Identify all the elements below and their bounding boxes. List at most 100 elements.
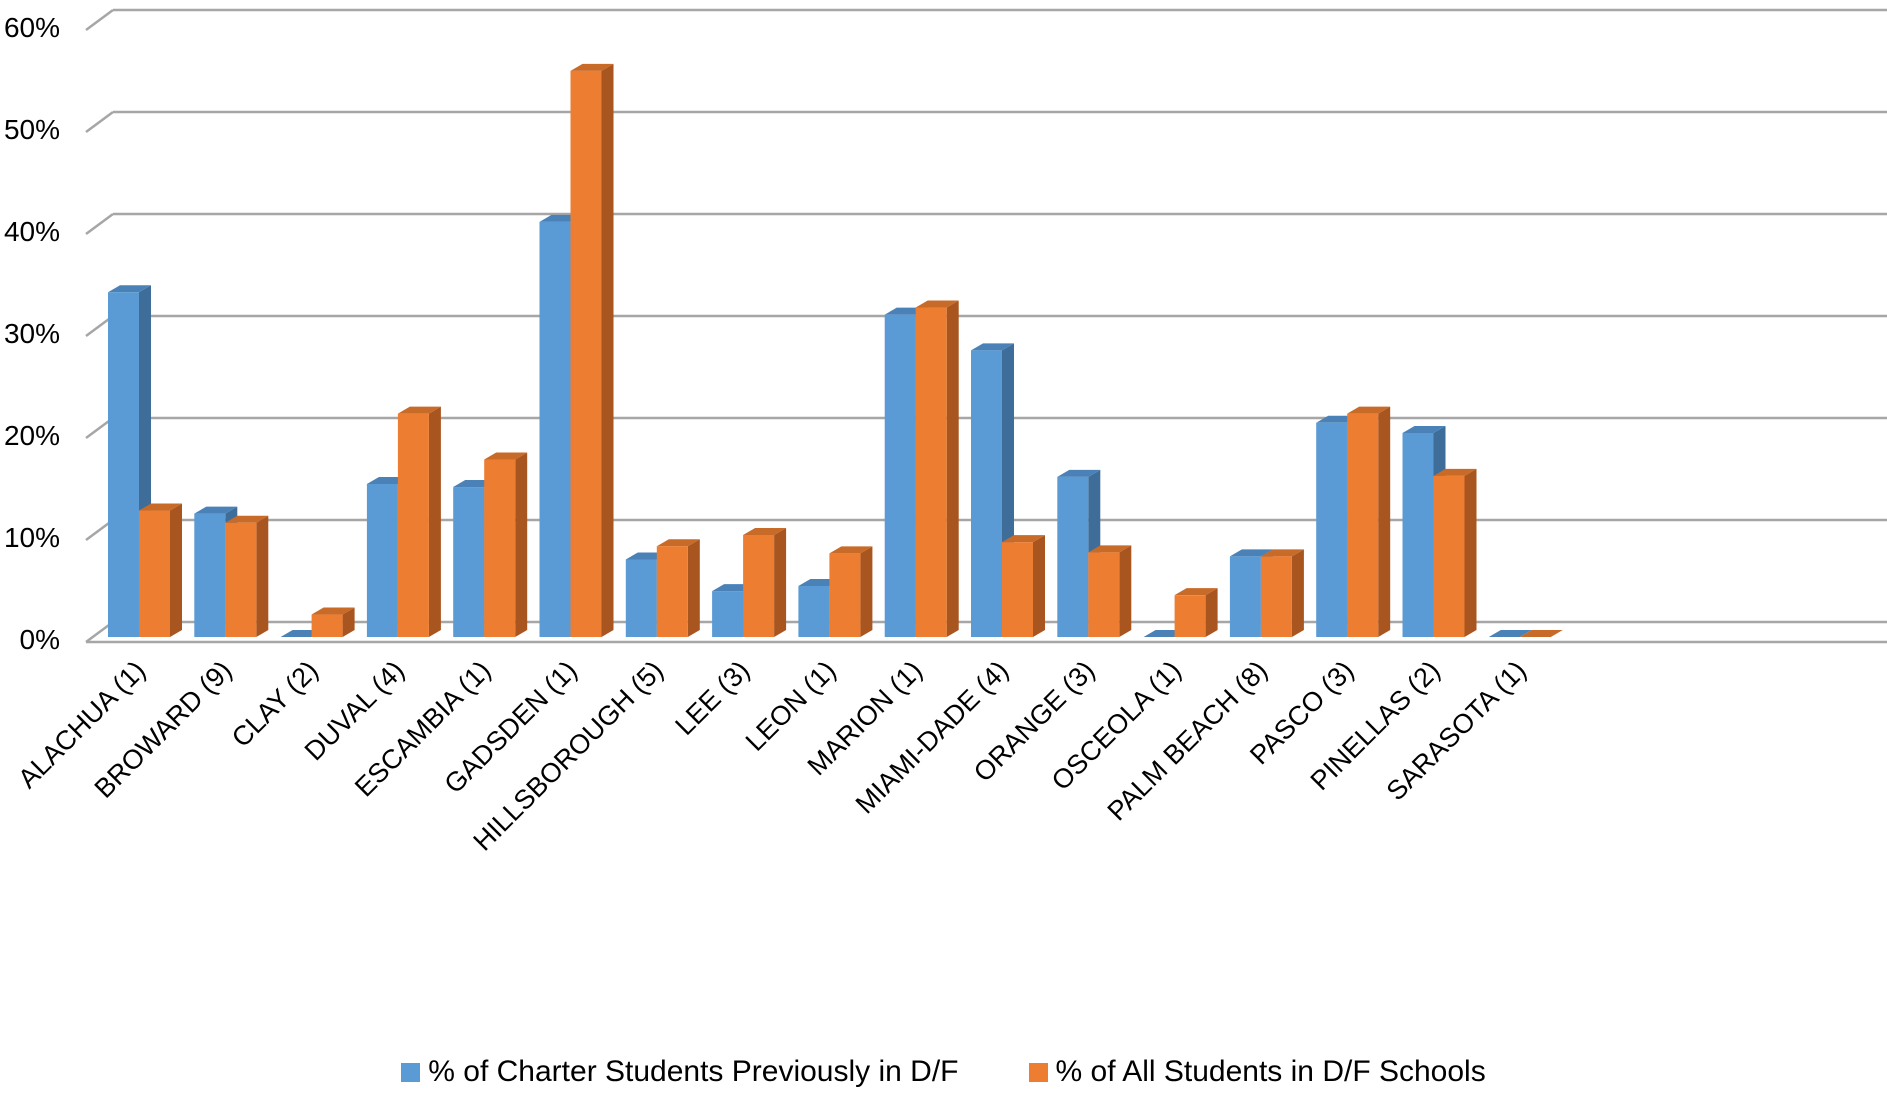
y-tick-label: 0% xyxy=(20,624,60,655)
bar-top xyxy=(1057,469,1101,477)
bar-side xyxy=(428,406,441,637)
bar-2-6 xyxy=(656,539,700,637)
bar-top xyxy=(1260,549,1304,557)
bar-front xyxy=(1229,556,1261,637)
bar-top xyxy=(397,406,441,414)
bar-front xyxy=(311,614,343,637)
bar-2-5 xyxy=(570,63,614,637)
bar-2-7 xyxy=(743,528,787,637)
bar-2-2 xyxy=(311,607,355,637)
gridline-depth xyxy=(85,110,114,134)
bar-front xyxy=(225,522,257,637)
bar-top xyxy=(1002,535,1045,543)
bar-2-0 xyxy=(139,503,182,637)
y-tick-label: 40% xyxy=(4,216,60,247)
bar-chart: 0% 10% 20% 30% 40% 50% 60% ALACHUA (1)BROWARD … xyxy=(4,8,1887,857)
bar-front xyxy=(1088,552,1120,637)
bar-front xyxy=(570,70,602,637)
bar-front xyxy=(1174,595,1206,637)
bar-front xyxy=(1402,433,1434,637)
y-tick-label: 20% xyxy=(4,420,60,451)
bar-side xyxy=(1205,588,1218,637)
legend-label-series-2: % of All Students in D/F Schools xyxy=(1055,1055,1486,1088)
bar-2-10 xyxy=(1002,535,1045,637)
bar-2-13 xyxy=(1260,549,1304,637)
bar-side xyxy=(774,528,787,637)
bar-side xyxy=(342,607,355,637)
bar-top xyxy=(311,607,355,615)
bar-top xyxy=(1488,630,1532,637)
bar-side xyxy=(946,300,959,637)
bar-2-8 xyxy=(829,546,873,637)
bar-front xyxy=(108,292,139,637)
y-axis-tick-labels: 0% 10% 20% 30% 40% 50% 60% xyxy=(4,12,60,655)
bar-2-14 xyxy=(1347,406,1391,637)
bar-side xyxy=(170,503,182,637)
bar-side xyxy=(1464,468,1477,637)
x-tick-label: LEE (3) xyxy=(669,655,755,741)
x-axis-category-labels: ALACHUA (1)BROWARD (9)CLAY (2)DUVAL (4)E… xyxy=(12,655,1532,857)
bar-top xyxy=(1433,468,1477,476)
bar-1-16 xyxy=(1488,630,1532,637)
bar-front xyxy=(884,314,916,637)
legend-item-series-1: % of Charter Students Previously in D/F xyxy=(401,1055,959,1089)
bar-front xyxy=(971,350,1002,637)
bar-top xyxy=(108,285,151,293)
bar-marks xyxy=(108,63,1563,638)
bar-top xyxy=(194,506,238,514)
bar-front xyxy=(1002,542,1033,637)
bar-front xyxy=(656,546,688,637)
bar-front xyxy=(625,559,657,637)
y-tick-label: 60% xyxy=(4,12,60,43)
bar-top xyxy=(1088,545,1132,553)
bar-side xyxy=(1378,406,1391,637)
bar-front xyxy=(798,586,830,637)
bar-side xyxy=(1033,535,1045,637)
bar-front xyxy=(1433,475,1465,637)
bar-top xyxy=(656,539,700,547)
bar-side xyxy=(687,539,700,637)
bar-side xyxy=(1119,545,1132,637)
y-tick-label: 30% xyxy=(4,318,60,349)
bar-front xyxy=(484,459,516,637)
legend-item-series-2: % of All Students in D/F Schools xyxy=(1028,1055,1486,1089)
bar-front xyxy=(397,413,429,637)
legend-swatch-series-1 xyxy=(401,1062,421,1082)
gridline-depth xyxy=(85,8,114,32)
bar-front xyxy=(712,591,744,637)
bar-2-15 xyxy=(1433,468,1477,637)
bar-top xyxy=(570,63,614,71)
x-tick-label: PALM BEACH (8) xyxy=(1102,655,1274,827)
bar-top xyxy=(1402,426,1446,433)
bar-side xyxy=(860,546,873,637)
bar-top xyxy=(1229,549,1273,557)
bar-2-11 xyxy=(1088,545,1132,637)
bar-top xyxy=(1174,588,1218,596)
y-tick-label: 50% xyxy=(4,114,60,145)
bar-top xyxy=(971,343,1014,351)
legend: % of Charter Students Previously in D/F … xyxy=(0,1052,1887,1092)
bar-side xyxy=(515,452,528,637)
bar-front xyxy=(915,307,947,637)
bar-front xyxy=(139,510,170,637)
bar-2-4 xyxy=(484,452,528,637)
gridline-depth xyxy=(85,212,114,236)
bar-top xyxy=(1519,630,1563,637)
x-tick-label: MIAMI-DADE (4) xyxy=(850,655,1014,819)
bar-top xyxy=(1347,406,1391,414)
bar-top xyxy=(139,503,182,511)
bar-top xyxy=(484,452,528,460)
bar-2-16 xyxy=(1519,630,1563,637)
bar-top xyxy=(915,300,959,308)
bar-front xyxy=(1057,476,1089,637)
bar-side xyxy=(601,63,614,637)
bar-front xyxy=(453,487,485,637)
bar-front xyxy=(194,513,226,637)
legend-swatch-series-2 xyxy=(1028,1062,1048,1082)
legend-label-series-1: % of Charter Students Previously in D/F xyxy=(428,1055,959,1088)
bar-front xyxy=(829,553,861,637)
bar-2-3 xyxy=(397,406,441,637)
y-tick-label: 10% xyxy=(4,522,60,553)
bar-2-12 xyxy=(1174,588,1218,637)
bar-top xyxy=(829,546,873,554)
